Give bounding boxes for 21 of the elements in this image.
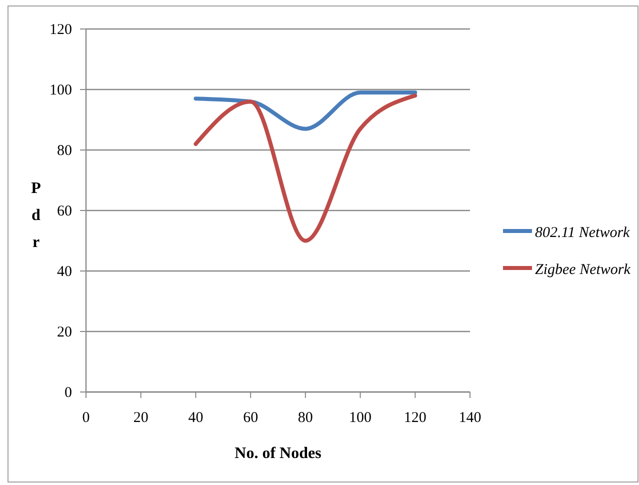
y-tick-label: 60 [57,204,72,220]
x-tick-label: 140 [458,410,482,426]
x-tick-label: 100 [349,410,372,426]
y-tick-label: 20 [57,324,72,340]
x-tick-label: 120 [404,410,426,426]
y-tick-label: 80 [57,143,72,159]
legend-label: 802.11 Network [535,225,630,241]
y-tick-label: 100 [50,82,72,98]
x-tick-label: 40 [188,410,204,426]
line-series [194,90,418,131]
y-tick-label: 120 [50,22,72,38]
x-tick-label: 60 [243,410,258,426]
x-tick-label: 20 [133,410,148,426]
line-series [194,94,418,243]
x-tick-label: 0 [82,410,90,426]
y-tick-label: 0 [64,385,72,401]
y-axis-title: Pdr [31,180,42,251]
y-tick-label: 40 [57,264,72,280]
legend-label: Zigbee Network [535,262,631,278]
x-axis-title: No. of Nodes [234,445,322,462]
x-tick-label: 80 [298,410,313,426]
